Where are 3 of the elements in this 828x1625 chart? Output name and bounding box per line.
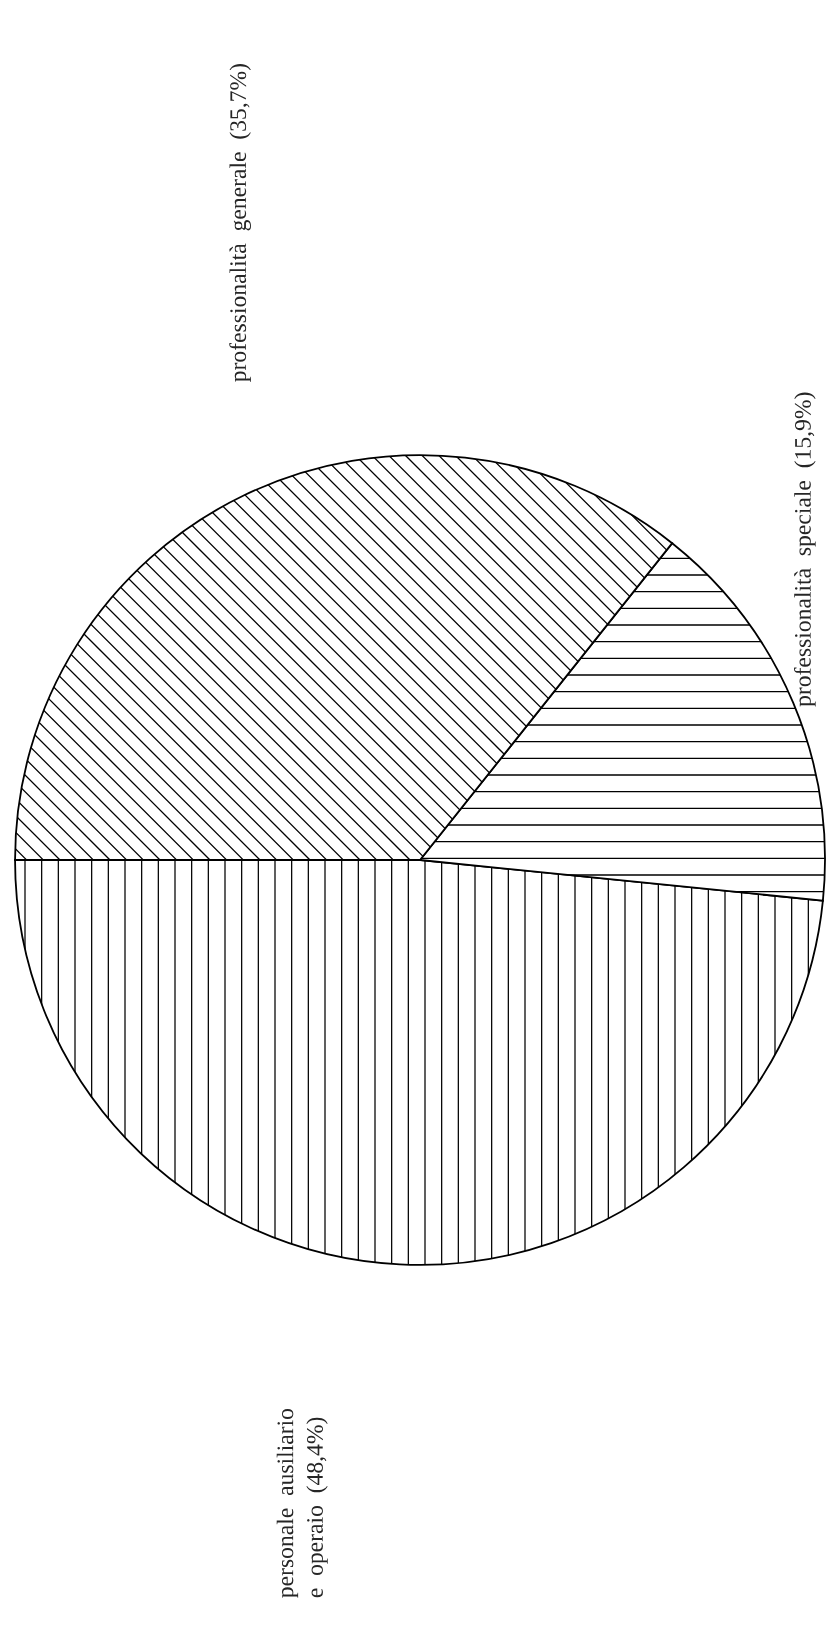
slice-label: professionalità speciale (15,9%) bbox=[793, 392, 816, 707]
slice-label: personale ausiliario e operaio (48,4%) bbox=[276, 1408, 328, 1598]
slice-label: professionalità generale (35,7%) bbox=[229, 64, 251, 382]
